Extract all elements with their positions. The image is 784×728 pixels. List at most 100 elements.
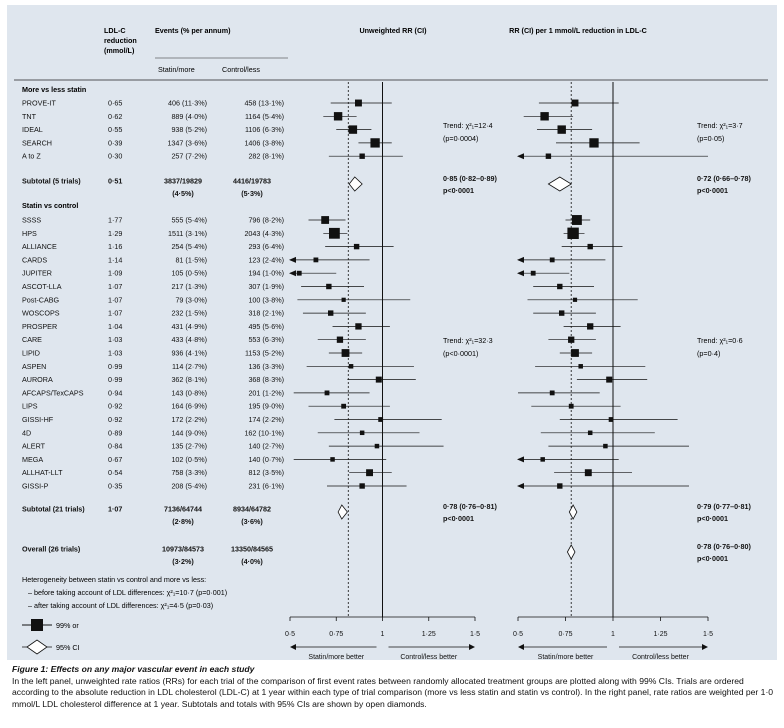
trend-right-1-p: (p=0·05): [697, 134, 724, 143]
trial-right-square: [540, 112, 549, 121]
trial-left-square: [355, 323, 362, 330]
trial-left-square: [366, 469, 373, 477]
trial-name: PROSPER: [22, 322, 57, 331]
trial-control-events: 231 (6·1%): [248, 482, 284, 491]
trial-statin-events: 105 (0·5%): [171, 269, 207, 278]
trial-right-square: [587, 430, 593, 436]
subtotal-control-events: 4416/19783: [233, 177, 271, 186]
trial-ldl: 1·03: [108, 335, 122, 344]
trial-statin-events: 555 (5·4%): [171, 216, 207, 225]
trial-left-square: [329, 227, 340, 239]
trial-name: AURORA: [22, 375, 53, 384]
trial-control-events: 458 (13·1%): [244, 99, 284, 108]
trial-name: ASPEN: [22, 362, 46, 371]
trial-name: IDEAL: [22, 125, 43, 134]
trial-left-square: [359, 430, 365, 436]
subtotal-control-events: 8934/64782: [233, 505, 271, 514]
trial-name: GISSI-P: [22, 482, 49, 491]
overall-right-diamond: [566, 544, 576, 560]
trial-ldl: 0·92: [108, 415, 122, 424]
trial-name: JUPITER: [22, 269, 52, 278]
subtotal-ldl: 1·07: [108, 505, 122, 514]
subtotal-right-diamond: [547, 176, 572, 192]
right-better-arrow-head: [518, 644, 524, 650]
trial-right-arrow: [517, 456, 524, 463]
trial-right-square: [578, 364, 583, 369]
trial-statin-events: 758 (3·3%): [171, 468, 207, 477]
trial-right-square: [606, 376, 613, 383]
left-tick-label: 0·75: [329, 631, 343, 638]
trial-ldl: 1·16: [108, 242, 122, 251]
trial-statin-events: 143 (0·8%): [171, 388, 207, 397]
trend-left-1-p: (p=0·0004): [443, 134, 478, 143]
trial-control-events: 140 (0·7%): [248, 455, 284, 464]
right-control-better-label: Control/less better: [632, 654, 689, 660]
trial-left-square: [374, 443, 380, 449]
trial-right-square: [584, 469, 592, 477]
trial-name: SEARCH: [22, 138, 52, 147]
trial-right-square: [568, 403, 574, 409]
trial-right-square: [545, 153, 552, 159]
trial-ldl: 0·65: [108, 99, 122, 108]
trial-statin-events: 232 (1·5%): [171, 309, 207, 318]
trial-right-arrow: [517, 270, 524, 277]
trial-ldl: 1·07: [108, 295, 122, 304]
trial-right-square: [603, 443, 608, 449]
trial-left-square: [326, 283, 332, 290]
trial-right-square: [557, 483, 563, 489]
trial-control-events: 1164 (5·4%): [245, 112, 284, 121]
control-less-header: Control/less: [222, 65, 260, 74]
trend-left-1: Trend: χ²₁=12·4: [443, 121, 493, 130]
trial-control-events: 194 (1·0%): [248, 269, 284, 278]
trial-name: SSSS: [22, 216, 41, 225]
trial-left-square: [359, 153, 365, 159]
trial-left-arrow: [289, 256, 296, 263]
trial-left-square: [348, 364, 354, 369]
right-statin-better-label: Statin/more better: [538, 654, 594, 660]
trial-ldl: 1·14: [108, 255, 122, 264]
legend-diamond: [26, 639, 48, 655]
trial-control-events: 100 (3·8%): [248, 295, 284, 304]
forest-plot: LDL-C reduction (mmol/L) Events (% per a…: [14, 26, 768, 660]
trial-ldl: 0·84: [108, 442, 122, 451]
trial-name: CARDS: [22, 255, 47, 264]
trial-left-square: [321, 216, 330, 224]
statin-more-header: Statin/more: [158, 65, 195, 74]
legend-square: [31, 619, 43, 631]
right-tick-label: 0·5: [513, 631, 523, 638]
overall-statin-pct: (3·2%): [172, 557, 194, 566]
right-tick-label: 1: [611, 631, 615, 638]
trial-ldl: 1·07: [108, 309, 122, 318]
trial-name: LIPID: [22, 349, 40, 358]
trial-right-square: [571, 99, 579, 107]
trial-left-square: [330, 457, 335, 462]
trial-ldl: 0·89: [108, 428, 122, 437]
trial-control-events: 1406 (3·8%): [244, 138, 284, 147]
trial-right-square: [540, 457, 545, 462]
trial-left-square: [378, 417, 384, 422]
trial-name: ALLHAT-LLT: [22, 468, 63, 477]
trial-name: HPS: [22, 229, 37, 238]
subtotal-control-pct: (3·6%): [241, 517, 263, 526]
heterogeneity-title: Heterogeneity between statin vs control …: [22, 575, 206, 584]
trial-control-events: 318 (2·1%): [248, 309, 284, 318]
subtotal-left-diamond: [337, 504, 348, 520]
trial-left-square: [324, 390, 330, 396]
trial-control-events: 136 (3·3%): [248, 362, 284, 371]
trial-right-arrow: [517, 153, 524, 160]
trial-name: AFCAPS/TexCAPS: [22, 388, 84, 397]
trial-control-events: 1106 (6·3%): [245, 125, 284, 134]
trial-name: ALERT: [22, 442, 46, 451]
trial-ldl: 0·67: [108, 455, 122, 464]
trial-control-events: 140 (2·7%): [248, 442, 284, 451]
trial-ldl: 1·09: [108, 269, 122, 278]
trial-left-square: [313, 257, 319, 263]
subtotal-left-p: p<0·0001: [443, 514, 474, 523]
trial-statin-events: 208 (5·4%): [171, 482, 207, 491]
trial-ldl: 0·54: [108, 468, 122, 477]
trial-ldl: 0·99: [108, 362, 122, 371]
right-tick-label: 1·25: [653, 631, 667, 638]
trial-statin-events: 362 (8·1%): [171, 375, 207, 384]
trial-statin-events: 172 (2·2%): [171, 415, 207, 424]
trend-left-2-p: (p<0·0001): [443, 349, 478, 358]
